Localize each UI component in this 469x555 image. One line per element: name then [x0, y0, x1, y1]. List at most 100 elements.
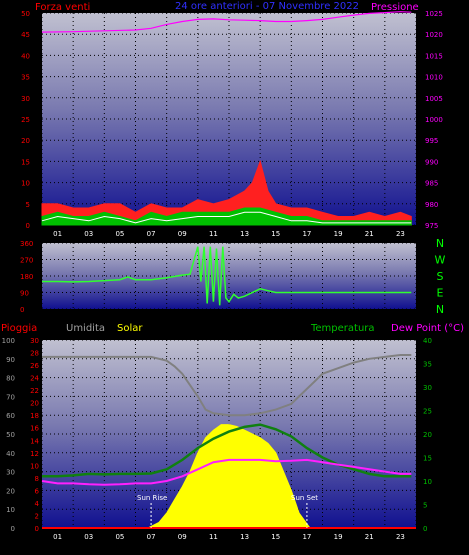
x-tick-label: 05: [115, 533, 124, 541]
wind-direction-series: [42, 246, 412, 306]
temperature-tick-label: 40: [423, 337, 432, 345]
wind-direction-grid: [41, 242, 417, 310]
pressure-tick-label: 1015: [425, 52, 443, 60]
sun-rise-annotation: Sun Rise: [137, 494, 167, 502]
x-tick-label: 15: [271, 230, 280, 238]
rain-label: Pioggia: [1, 323, 37, 334]
humidity-tick-label: 30: [6, 469, 15, 477]
wind-tick-label: 30: [21, 95, 30, 103]
pressure-tick-label: 1025: [425, 10, 443, 18]
x-tick-label: 13: [240, 533, 249, 541]
dew-point-label: Dew Point (°C): [391, 323, 464, 334]
wind-tick-label: 20: [21, 137, 30, 145]
rain-tick-label: 6: [35, 487, 40, 495]
temperature-tick-label: 20: [423, 431, 432, 439]
rain-tick-label: 12: [30, 450, 39, 458]
wind-direction-line: [42, 246, 412, 306]
x-tick-label: 01: [53, 230, 62, 238]
rain-tick-label: 2: [35, 512, 39, 520]
x-tick-label: 05: [115, 230, 124, 238]
temperature-tick-label: 30: [423, 384, 432, 392]
direction-tick-label: 90: [20, 290, 29, 298]
compass-tick-label: W: [435, 254, 446, 267]
x-tick-label: 17: [302, 533, 311, 541]
rain-tick-label: 26: [30, 362, 39, 370]
humidity-tick-label: 50: [6, 431, 15, 439]
direction-tick-label: 0: [20, 306, 24, 314]
sun-set-annotation: Sun Set: [291, 494, 318, 502]
humidity-tick-label: 100: [2, 337, 15, 345]
x-tick-label: 11: [209, 230, 218, 238]
x-tick-label: 03: [84, 533, 93, 541]
temperature-label: Temperatura: [310, 323, 375, 334]
humidity-tick-label: 60: [6, 412, 15, 420]
humidity-tick-label: 80: [6, 375, 15, 383]
compass-tick-label: N: [436, 237, 444, 250]
temperature-tick-label: 5: [423, 502, 427, 510]
chart-title: 24 ore anteriori - 07 Novembre 2022: [175, 1, 359, 12]
humidity-tick-label: 0: [11, 525, 15, 533]
wind-force-label: Forza venti: [35, 2, 90, 13]
pressure-tick-label: 1020: [425, 31, 443, 39]
x-tick-label: 23: [396, 533, 405, 541]
dew-point-line: [41, 458, 412, 486]
temperature-tick-label: 35: [423, 361, 432, 369]
rain-tick-label: 20: [30, 400, 39, 408]
x-tick-label: 01: [53, 533, 62, 541]
wind-tick-label: 50: [21, 10, 30, 18]
x-tick-label: 21: [365, 230, 374, 238]
x-tick-label: 21: [365, 533, 374, 541]
pressure-tick-label: 995: [425, 137, 438, 145]
direction-tick-label: 180: [20, 273, 33, 281]
rain-tick-label: 22: [30, 387, 39, 395]
pressure-tick-label: 990: [425, 158, 438, 166]
temperature-tick-label: 0: [423, 525, 427, 533]
pressure-tick-label: 1010: [425, 74, 443, 82]
compass-tick-label: N: [436, 303, 444, 316]
wind-tick-label: 45: [21, 31, 30, 39]
rain-tick-label: 4: [35, 500, 40, 508]
direction-tick-label: 270: [20, 257, 33, 265]
x-tick-label: 09: [178, 230, 187, 238]
pressure-tick-label: 985: [425, 180, 438, 188]
x-tick-label: 09: [178, 533, 187, 541]
rain-tick-label: 30: [30, 337, 39, 345]
x-tick-label: 23: [396, 230, 405, 238]
rain-tick-label: 10: [30, 462, 39, 470]
pressure-tick-label: 1005: [425, 95, 443, 103]
humidity-tick-label: 20: [6, 487, 15, 495]
x-tick-label: 07: [147, 533, 156, 541]
temperature-line: [42, 423, 412, 478]
direction-tick-label: 360: [20, 240, 33, 248]
x-tick-label: 19: [334, 533, 343, 541]
pressure-tick-label: 1000: [425, 116, 443, 124]
wind-tick-label: 15: [21, 158, 30, 166]
rain-tick-label: 16: [30, 425, 39, 433]
rain-tick-label: 8: [35, 475, 39, 483]
humidity-label: Umidita: [66, 323, 105, 334]
wind-pressure-series: [41, 11, 412, 226]
pressure-tick-label: 980: [425, 201, 438, 209]
x-tick-label: 17: [302, 230, 311, 238]
x-tick-label: 03: [84, 230, 93, 238]
humidity-tick-label: 40: [6, 450, 15, 458]
humidity-tick-label: 10: [6, 506, 15, 514]
compass-tick-label: S: [437, 270, 444, 283]
temperature-tick-label: 25: [423, 408, 432, 416]
humidity-tick-label: 70: [6, 393, 15, 401]
x-tick-label: 11: [209, 533, 218, 541]
pressure-tick-label: 975: [425, 222, 438, 230]
rain-humidity-series: [41, 354, 416, 529]
wind-tick-label: 10: [21, 180, 30, 188]
wind-tick-label: 0: [26, 222, 30, 230]
humidity-line: [42, 354, 412, 417]
solar-area: [147, 424, 311, 529]
wind-tick-label: 40: [21, 52, 30, 60]
rain-tick-label: 24: [30, 375, 39, 383]
humidity-tick-label: 90: [6, 356, 15, 364]
wind-tick-label: 5: [26, 201, 30, 209]
solar-label: Solar: [117, 323, 143, 334]
pressure-line: [41, 11, 412, 33]
rain-tick-label: 0: [35, 525, 39, 533]
